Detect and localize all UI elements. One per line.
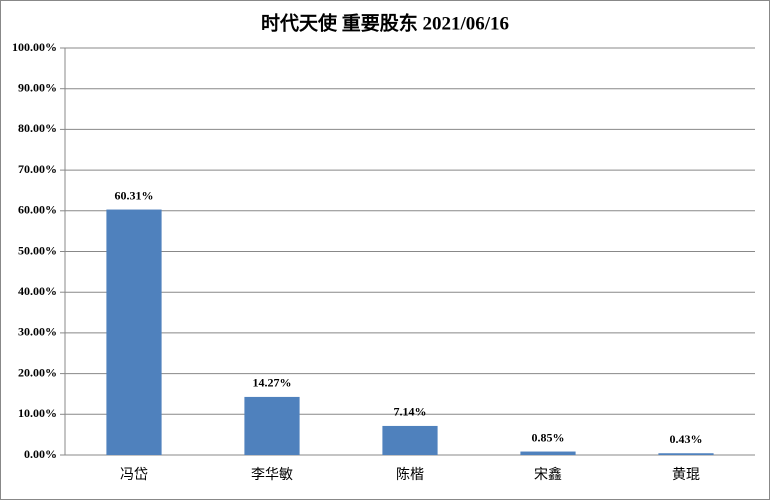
x-tick-label: 宋鑫 [534, 466, 562, 483]
bar [106, 209, 162, 455]
x-tick-label: 冯岱 [120, 467, 148, 483]
x-tick-label: 黄琨 [672, 466, 700, 483]
value-label: 14.27% [253, 376, 292, 390]
y-tick-label: 20.00% [18, 365, 57, 379]
y-tick-label: 100.00% [12, 40, 57, 54]
value-label: 0.85% [532, 430, 565, 444]
y-tick-label: 80.00% [18, 121, 57, 135]
bar [658, 453, 714, 455]
value-label: 60.31% [115, 188, 154, 202]
chart-title: 时代天使 重要股东 2021/06/16 [261, 11, 509, 34]
value-label: 7.14% [394, 405, 427, 419]
y-tick-label: 70.00% [18, 162, 57, 176]
x-tick-label: 李华敏 [251, 467, 293, 483]
y-tick-label: 10.00% [18, 406, 57, 420]
y-tick-label: 30.00% [18, 325, 57, 339]
y-tick-label: 50.00% [18, 243, 57, 257]
y-tick-label: 0.00% [24, 447, 57, 461]
bar [244, 396, 300, 455]
bar [382, 425, 438, 455]
value-label: 0.43% [670, 432, 703, 446]
y-tick-label: 40.00% [18, 284, 57, 298]
x-tick-label: 陈楷 [396, 466, 424, 483]
y-tick-label: 60.00% [18, 203, 57, 217]
y-tick-label: 90.00% [18, 80, 57, 94]
bar [520, 451, 576, 455]
